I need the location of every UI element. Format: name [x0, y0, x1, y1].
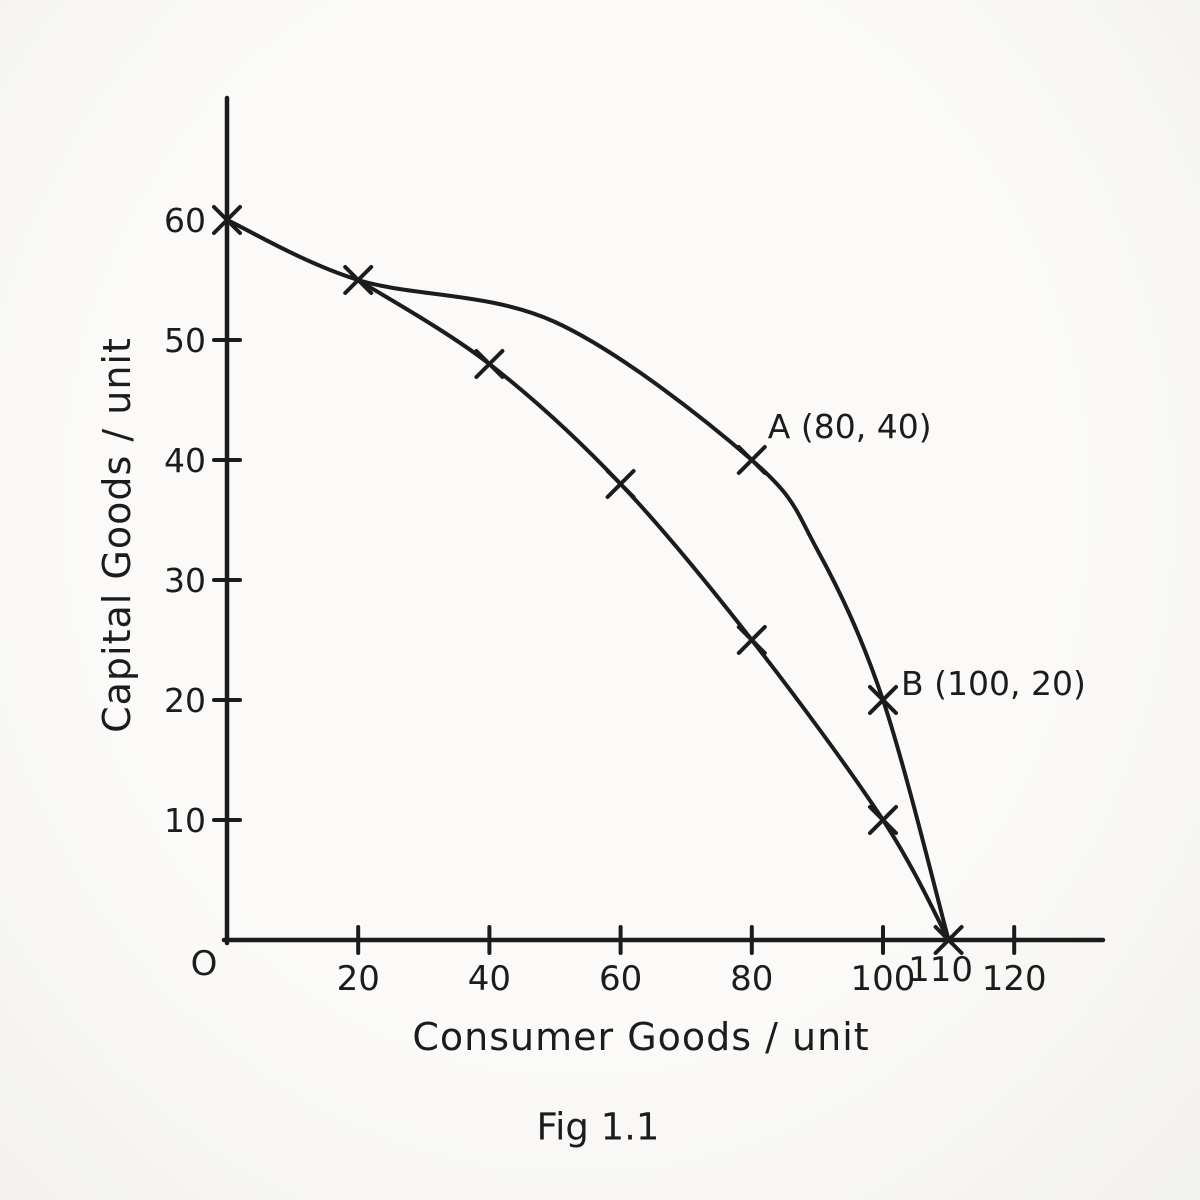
y-tick-label-60: 60	[164, 201, 206, 240]
point-label-B: B (100, 20)	[901, 664, 1086, 703]
point-label-A: A (80, 40)	[768, 407, 932, 446]
point-marker-80-25	[736, 625, 767, 655]
y-tick-label-30: 30	[164, 561, 206, 600]
point-marker-100-20	[868, 685, 898, 715]
point-marker-0-60	[212, 205, 242, 235]
x-tick-label-100: 100	[851, 959, 916, 999]
x-tick-label-40: 40	[468, 959, 511, 999]
x-tick-label-20: 20	[337, 959, 380, 999]
y-axis-title: Capital Goods / unit	[95, 337, 139, 733]
x-tick-label-80: 80	[730, 959, 773, 999]
point-marker-80-40	[736, 445, 767, 475]
point-marker-100-10	[868, 805, 898, 835]
x-tick-label-60: 60	[599, 959, 642, 999]
y-tick-label-10: 10	[164, 801, 206, 840]
x-axis-title: Consumer Goods / unit	[412, 1015, 870, 1059]
curve-ppf-outer-curve	[225, 218, 951, 942]
y-tick-label-20: 20	[164, 681, 206, 720]
y-tick-label-40: 40	[164, 441, 206, 480]
y-tick-label-50: 50	[164, 321, 206, 360]
curve-ppf-inner-curve	[356, 278, 951, 942]
point-marker-40-48	[474, 349, 505, 379]
origin-label: O	[190, 944, 218, 984]
figure-caption: Fig 1.1	[536, 1105, 660, 1149]
x-tick-label-110: 110	[908, 950, 973, 990]
x-tick-label-120: 120	[982, 959, 1047, 999]
point-marker-60-38	[605, 469, 636, 499]
